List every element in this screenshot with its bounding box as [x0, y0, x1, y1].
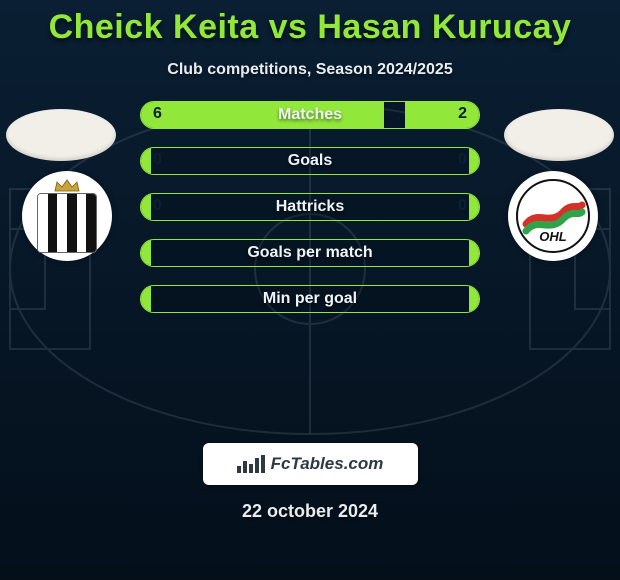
bar-right [469, 148, 479, 174]
stat-label: Hattricks [276, 198, 344, 216]
stat-row-matches: 6 2 Matches [140, 101, 480, 129]
stat-label: Goals per match [247, 244, 372, 262]
stat-row-goals-per-match: Goals per match [140, 239, 480, 267]
bar-left [141, 240, 151, 266]
stat-row-goals: 0 0 Goals [140, 147, 480, 175]
stat-label: Min per goal [263, 290, 357, 308]
stat-value-right: 2 [458, 105, 467, 123]
stat-label: Goals [288, 152, 332, 170]
stat-value-right: 0 [458, 151, 467, 169]
stat-value-left: 0 [153, 197, 162, 215]
rcsc-stripes [37, 193, 97, 253]
stat-row-hattricks: 0 0 Hattricks [140, 193, 480, 221]
player-photo-left [6, 109, 116, 161]
stat-value-left: 0 [153, 151, 162, 169]
stat-row-min-per-goal: Min per goal [140, 285, 480, 313]
chart-bars-icon [237, 455, 265, 473]
fctables-card: FcTables.com [203, 443, 418, 485]
ohl-badge-icon: OHL [516, 179, 590, 253]
bar-left [141, 194, 151, 220]
comparison-area: OHL 6 2 Matches 0 0 Goals 0 0 Hattricks Goals per… [0, 99, 620, 439]
bar-right [405, 102, 479, 128]
date-line: 22 october 2024 [0, 501, 620, 522]
fctables-text: FcTables.com [271, 454, 384, 474]
bar-left [141, 102, 384, 128]
player-photo-right [504, 109, 614, 161]
stat-value-left: 6 [153, 105, 162, 123]
page-title: Cheick Keita vs Hasan Kurucay [0, 0, 620, 47]
stat-value-right: 0 [458, 197, 467, 215]
club-badge-right: OHL [508, 171, 598, 261]
bar-left [141, 286, 151, 312]
club-badge-left [22, 171, 112, 261]
bar-right [469, 286, 479, 312]
crown-icon [54, 179, 80, 193]
bar-left [141, 148, 151, 174]
svg-text:OHL: OHL [539, 229, 567, 244]
subtitle: Club competitions, Season 2024/2025 [0, 61, 620, 79]
stat-label: Matches [278, 106, 342, 124]
bar-right [469, 240, 479, 266]
bar-right [469, 194, 479, 220]
stats-container: 6 2 Matches 0 0 Goals 0 0 Hattricks Goals per mat… [140, 101, 480, 331]
